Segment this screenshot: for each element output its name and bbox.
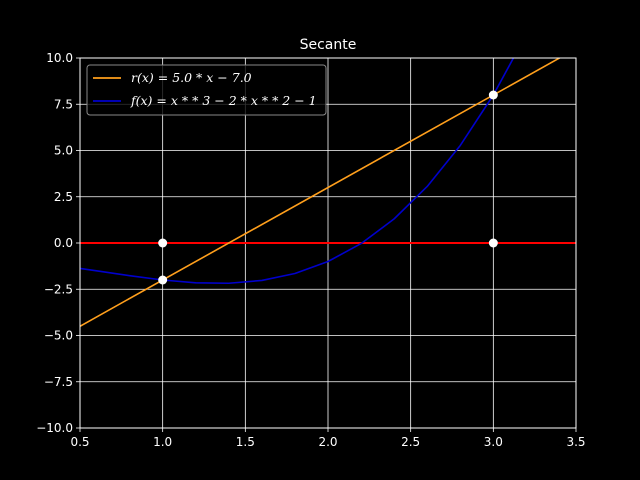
legend-label-r: r(x) = 5.0 * x − 7.0 (131, 70, 252, 85)
function-curve-f (80, 58, 515, 285)
y-tick-label: 10.0 (46, 51, 73, 65)
data-point (488, 90, 498, 100)
x-tick-label: 3.5 (566, 435, 585, 449)
y-tick-label: −10.0 (36, 421, 73, 435)
x-tick-label: 2.5 (401, 435, 420, 449)
x-tick-label: 1.5 (236, 435, 255, 449)
points-layer (158, 90, 498, 285)
x-tick-label: 0.5 (70, 435, 89, 449)
x-tick-label: 1.0 (153, 435, 172, 449)
legend-label-f: f(x) = x * * 3 − 2 * x * * 2 − 1 (130, 93, 317, 108)
y-tick-label: −2.5 (44, 282, 73, 296)
y-tick-label: −7.5 (44, 375, 73, 389)
data-point (158, 275, 168, 285)
ticks: 0.5 1.0 1.5 2.0 2.5 3.0 3.5 −10.0 −7.5 −5.0 −2.5 0.… (36, 51, 585, 449)
x-tick-label: 3.0 (484, 435, 503, 449)
legend-box (86, 64, 327, 116)
y-tick-label: 5.0 (54, 144, 73, 158)
y-tick-label: 2.5 (54, 190, 73, 204)
data-point (488, 238, 498, 248)
x-tick-label: 2.0 (318, 435, 337, 449)
y-tick-label: 7.5 (54, 97, 73, 111)
y-tick-label: −5.0 (44, 329, 73, 343)
chart-title: Secante (300, 37, 357, 53)
data-point (158, 238, 168, 248)
legend: r(x) = 5.0 * x − 7.0 f(x) = x * * 3 − 2 … (86, 64, 327, 116)
y-tick-label: 0.0 (54, 236, 73, 250)
